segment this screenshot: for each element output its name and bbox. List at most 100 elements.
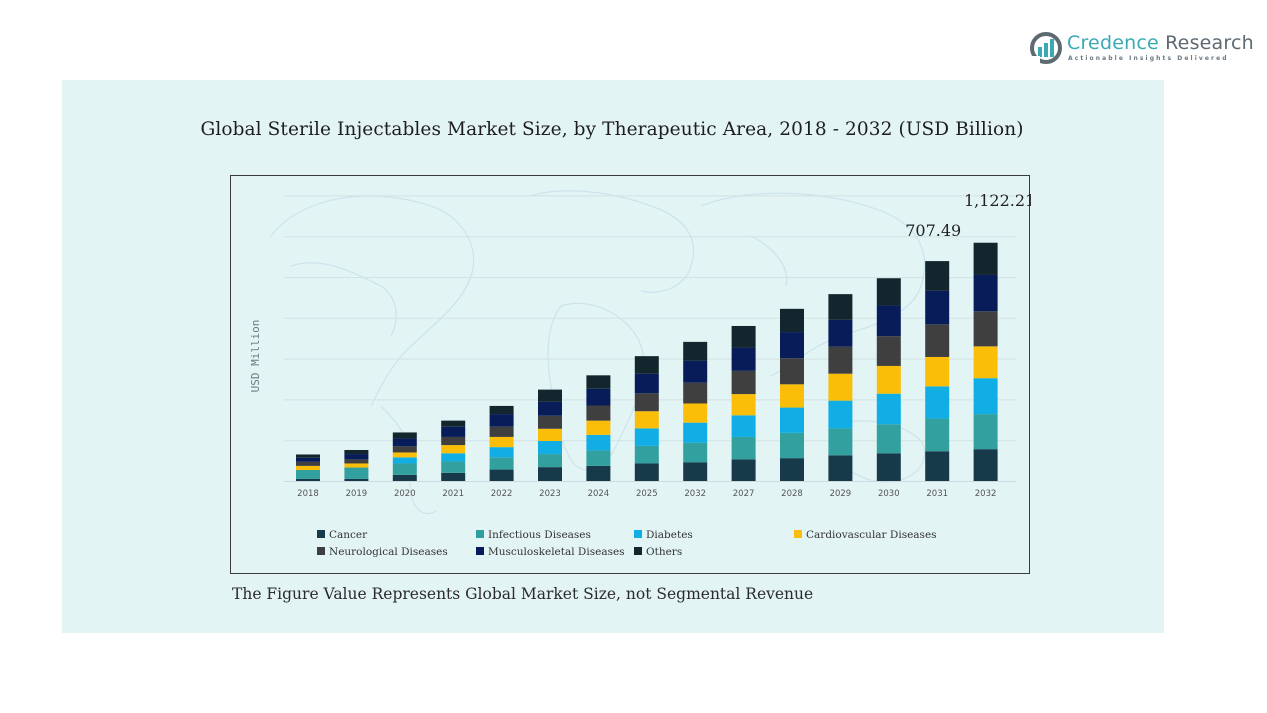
bar-segment-infectious-diseases <box>634 445 659 464</box>
bar-chart-logo-icon <box>1030 32 1062 64</box>
bar-segment-neurological-diseases <box>392 446 417 453</box>
bar-stack-2024 <box>586 375 611 481</box>
bar-segment-cardiovascular-diseases <box>296 465 320 470</box>
bar-segment-cardiovascular-diseases <box>828 373 853 401</box>
bar-segment-others <box>876 278 901 306</box>
brand-name: Credence Research <box>1067 32 1254 54</box>
bar-segment-diabetes <box>876 393 901 425</box>
bar-segment-musculoskeletal-diseases <box>489 414 514 427</box>
bar-segment-diabetes <box>683 422 708 443</box>
bar-segment-cardiovascular-diseases <box>634 411 659 429</box>
bar-segment-cancer <box>441 472 466 481</box>
bar-segment-infectious-diseases <box>538 454 562 468</box>
bar-segment-cardiovascular-diseases <box>731 394 756 416</box>
data-label: 1,122.21 <box>964 191 1031 210</box>
bar-segment-neurological-diseases <box>441 436 466 446</box>
bar-segment-others <box>489 405 514 415</box>
x-axis-labels: 2018 2019 2020 2021 2022 2023 2024 2025 2032 2027… <box>297 489 996 499</box>
x-tick-label: 2030 <box>878 489 900 499</box>
bar-segment-infectious-diseases <box>731 436 756 460</box>
x-tick-label: 2025 <box>636 489 658 499</box>
legend-swatch <box>634 547 642 555</box>
bar-segment-infectious-diseases <box>683 442 708 463</box>
bar-segment-cardiovascular-diseases <box>973 346 998 379</box>
data-label: 707.49 <box>905 221 961 240</box>
legend-label: Cancer <box>329 529 368 541</box>
bar-segment-cardiovascular-diseases <box>925 356 950 387</box>
bar-segment-infectious-diseases <box>296 469 320 479</box>
brand-name-part2: Research <box>1158 32 1254 54</box>
legend-label: Diabetes <box>646 529 693 541</box>
bar-segment-neurological-diseases <box>683 382 708 404</box>
bars <box>296 242 998 481</box>
legend-swatch <box>476 530 484 538</box>
bar-segment-infectious-diseases <box>344 467 369 479</box>
bar-stack-2020 <box>392 432 417 481</box>
bar-segment-diabetes <box>441 453 466 462</box>
bar-segment-diabetes <box>780 407 804 433</box>
bar-segment-diabetes <box>925 386 950 419</box>
bar-segment-cancer <box>489 469 514 481</box>
bar-segment-cancer <box>828 455 853 481</box>
x-tick-label: 2021 <box>442 489 464 499</box>
legend-item-musculoskeletal-diseases: Musculoskeletal Diseases <box>476 546 625 558</box>
legend: Cancer Infectious Diseases Diabetes Cardiov… <box>317 529 937 558</box>
legend-swatch <box>634 530 642 538</box>
bar-segment-cardiovascular-diseases <box>780 384 804 408</box>
bar-segment-musculoskeletal-diseases <box>296 457 320 462</box>
legend-label: Musculoskeletal Diseases <box>488 546 625 558</box>
bar-segment-musculoskeletal-diseases <box>392 438 417 447</box>
legend-item-cardiovascular-diseases: Cardiovascular Diseases <box>794 529 937 541</box>
bar-stack-2028 <box>780 308 804 481</box>
bar-segment-musculoskeletal-diseases <box>925 290 950 325</box>
bar-segment-neurological-diseases <box>925 324 950 357</box>
bar-segment-others <box>344 449 369 455</box>
bar-segment-cardiovascular-diseases <box>538 428 562 442</box>
bar-segment-infectious-diseases <box>973 414 998 450</box>
bar-segment-musculoskeletal-diseases <box>586 388 611 406</box>
bar-segment-cancer <box>586 465 611 481</box>
bar-segment-cardiovascular-diseases <box>683 403 708 423</box>
bar-segment-diabetes <box>489 447 514 458</box>
bar-segment-neurological-diseases <box>296 461 320 466</box>
bar-segment-diabetes <box>828 400 853 429</box>
bar-segment-neurological-diseases <box>634 393 659 412</box>
x-tick-label: 2019 <box>346 489 368 499</box>
bar-stack-2022 <box>489 405 514 481</box>
bar-segment-cancer <box>925 451 950 481</box>
bar-segment-neurological-diseases <box>780 358 804 385</box>
bar-segment-cancer <box>538 467 562 481</box>
bar-segment-others <box>683 341 708 361</box>
legend-item-infectious-diseases: Infectious Diseases <box>476 529 591 541</box>
bar-segment-diabetes <box>634 428 659 446</box>
footnote: The Figure Value Represents Global Marke… <box>232 585 814 603</box>
bar-segment-cardiovascular-diseases <box>344 463 369 468</box>
bar-segment-infectious-diseases <box>489 457 514 470</box>
bar-stack-2019 <box>344 449 369 481</box>
bar-segment-neurological-diseases <box>489 426 514 437</box>
bar-segment-infectious-diseases <box>441 461 466 473</box>
bar-segment-musculoskeletal-diseases <box>634 373 659 394</box>
bar-segment-others <box>296 454 320 458</box>
bar-segment-infectious-diseases <box>828 428 853 456</box>
bar-segment-cardiovascular-diseases <box>489 436 514 448</box>
bar-segment-infectious-diseases <box>876 424 901 454</box>
x-tick-label: 2029 <box>830 489 852 499</box>
bar-stack-2031 <box>925 261 950 481</box>
bar-stack-2023 <box>538 389 562 481</box>
x-tick-label: 2020 <box>394 489 416 499</box>
bar-segment-musculoskeletal-diseases <box>828 319 853 347</box>
legend-label: Cardiovascular Diseases <box>806 529 937 541</box>
bar-stack-2027 <box>731 325 756 481</box>
annotations: 707.491,122.21 <box>905 191 1031 240</box>
bar-segment-diabetes <box>973 378 998 415</box>
bar-segment-infectious-diseases <box>780 432 804 459</box>
x-tick-label: 2022 <box>491 489 513 499</box>
bar-segment-cancer <box>683 462 708 481</box>
bar-segment-others <box>828 294 853 320</box>
chart-frame: 2018 2019 2020 2021 2022 2023 2024 2025 2032 2027… <box>230 175 1031 574</box>
bar-segment-musculoskeletal-diseases <box>538 401 562 416</box>
bar-segment-others <box>973 242 998 275</box>
legend-item-neurological-diseases: Neurological Diseases <box>317 546 448 558</box>
bar-segment-cardiovascular-diseases <box>441 445 466 454</box>
